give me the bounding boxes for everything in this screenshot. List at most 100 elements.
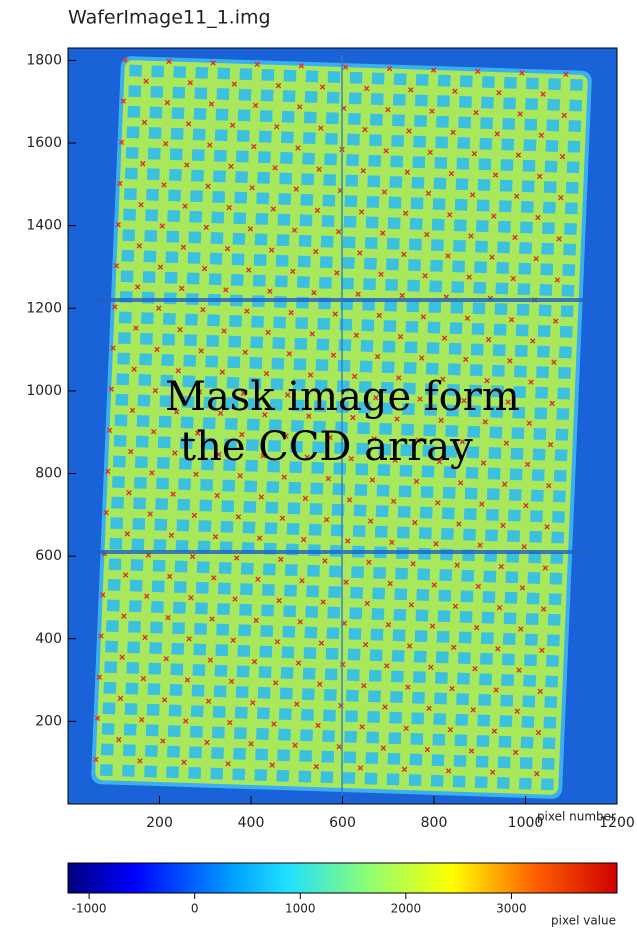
cross (129, 407, 136, 414)
cell (558, 346, 572, 359)
cross (189, 553, 196, 560)
cell (502, 653, 515, 666)
cross (503, 440, 510, 446)
cross (505, 399, 511, 405)
cell (289, 461, 303, 474)
cell (253, 254, 267, 267)
cross (514, 708, 521, 715)
cross (113, 262, 120, 269)
cell (425, 362, 439, 375)
cell (128, 620, 141, 633)
cell (368, 690, 381, 703)
cross (383, 663, 390, 669)
cross (516, 667, 522, 673)
cell (115, 393, 129, 406)
cell (394, 588, 408, 601)
cell (149, 642, 163, 655)
cross (549, 400, 555, 407)
cell (368, 669, 382, 682)
cross (270, 206, 277, 212)
cross (271, 721, 277, 727)
cell (227, 356, 241, 369)
cell (384, 299, 398, 312)
cell (143, 250, 157, 263)
cross (274, 638, 281, 645)
cell (496, 776, 510, 789)
cell (303, 111, 317, 124)
cell (520, 736, 534, 749)
cell (441, 527, 454, 540)
cross (524, 461, 531, 468)
cross (459, 438, 466, 445)
cell (564, 202, 578, 215)
cross (489, 254, 495, 261)
cell (555, 428, 569, 441)
cross (369, 477, 376, 483)
cross (272, 165, 278, 171)
cell (400, 444, 414, 457)
cell (192, 128, 206, 141)
cell (474, 776, 488, 789)
cross (401, 766, 408, 773)
cell (228, 335, 242, 348)
cross (298, 62, 305, 69)
cross (473, 624, 480, 631)
cell (544, 696, 558, 709)
cell (117, 352, 130, 365)
cell (408, 774, 422, 787)
cross (244, 308, 250, 314)
cell (322, 730, 336, 743)
cross (328, 393, 335, 400)
annotation: the CCD array (180, 424, 473, 470)
cell (183, 354, 197, 367)
cell (359, 360, 373, 373)
cross (115, 221, 121, 228)
cell (279, 172, 293, 185)
cell (380, 381, 394, 394)
cell (310, 482, 324, 495)
cross (268, 247, 275, 253)
cell (455, 713, 469, 726)
cell (157, 436, 171, 449)
cross (500, 522, 506, 529)
cell (525, 613, 539, 626)
cross (240, 390, 247, 397)
cross (461, 397, 467, 404)
cell (248, 377, 262, 390)
cross (464, 315, 471, 322)
cell (221, 500, 235, 513)
cell (436, 95, 450, 108)
cross (283, 433, 289, 439)
cross (489, 769, 496, 776)
cell (383, 320, 397, 333)
cell (173, 601, 186, 614)
cross (177, 326, 183, 333)
cross (547, 441, 554, 448)
cross (255, 576, 261, 583)
cross (558, 194, 564, 201)
cell (541, 757, 555, 770)
cell (155, 498, 169, 511)
cell (427, 321, 441, 334)
y-tick-label: 1800 (26, 52, 62, 68)
cross (535, 214, 541, 221)
cross (345, 538, 351, 544)
cell (278, 193, 292, 206)
cross (404, 169, 411, 175)
cell (185, 313, 198, 326)
cell (409, 753, 423, 766)
cell (494, 303, 508, 316)
cross (306, 413, 312, 419)
cross (258, 494, 265, 500)
cross (517, 111, 523, 117)
cross (390, 498, 397, 505)
cross (420, 314, 427, 320)
cell (188, 766, 202, 779)
cell (144, 744, 158, 757)
cross (149, 470, 155, 476)
cell (348, 627, 362, 640)
cell (399, 464, 413, 477)
cross (542, 565, 549, 571)
cell (170, 663, 184, 676)
cross (510, 275, 517, 282)
